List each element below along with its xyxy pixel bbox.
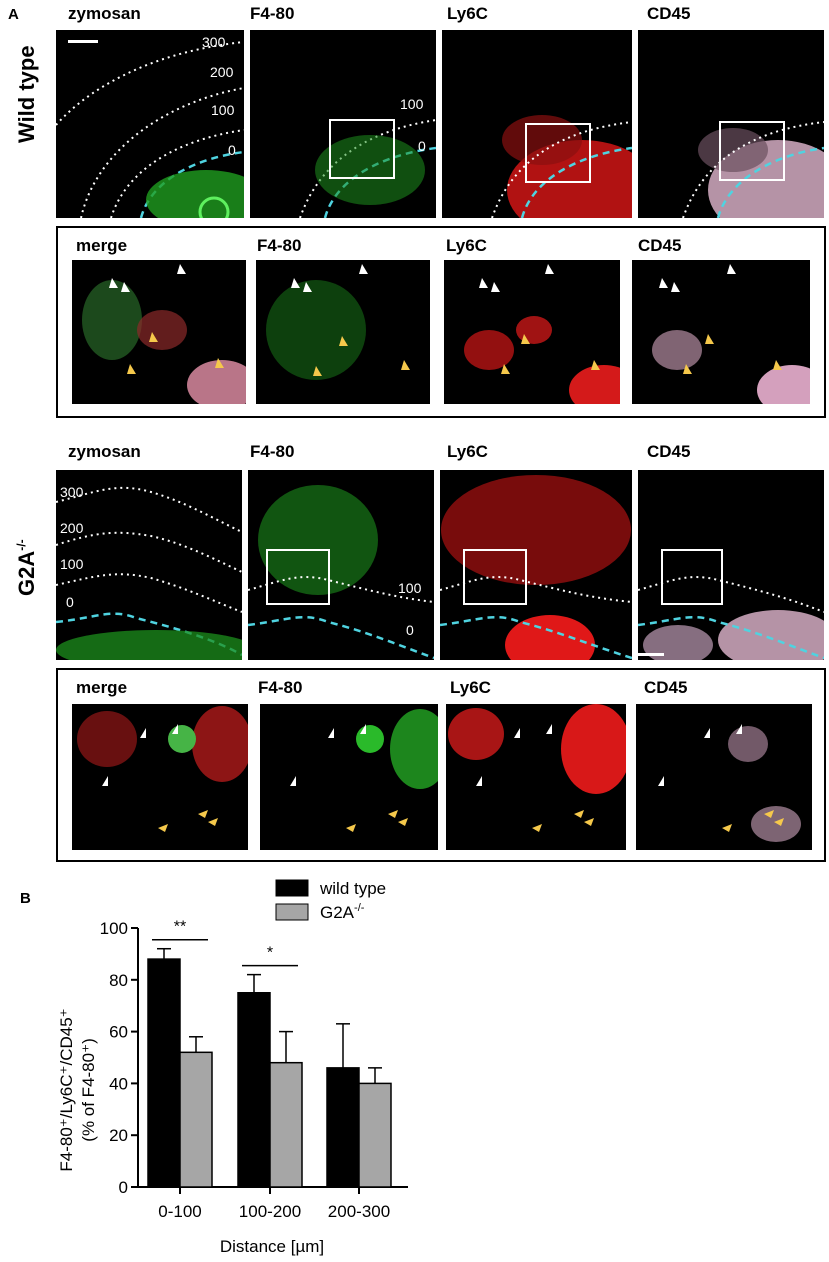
label-ly6c: Ly6C bbox=[447, 4, 488, 23]
legend-label-g2a: G2A-/- bbox=[320, 902, 365, 922]
label-zymosan: zymosan bbox=[68, 442, 141, 461]
zoom-box-g2a: merge F4-80 Ly6C CD45 bbox=[56, 668, 826, 862]
contour-label-0: 0 bbox=[66, 594, 74, 610]
image-cd45-wt bbox=[638, 30, 824, 218]
image-zymosan-wt: 300 200 100 0 bbox=[56, 30, 244, 218]
contour-label-0: 0 bbox=[406, 622, 414, 638]
image-ly6c-wt bbox=[442, 30, 632, 218]
label-zymosan: zymosan bbox=[68, 4, 141, 23]
bar bbox=[179, 1051, 213, 1188]
bar bbox=[269, 1061, 303, 1188]
label-cd45-zoom: CD45 bbox=[644, 678, 688, 697]
bar-chart: F4-80⁺/Ly6C⁺/CD45⁺ (% of F4-80⁺) 0 20 40 60… bbox=[57, 879, 408, 1256]
label-ly6c: Ly6C bbox=[447, 442, 488, 461]
label-ly6c-zoom: Ly6C bbox=[450, 678, 491, 697]
significance-marker: * bbox=[267, 945, 273, 962]
zoom-ly6c-g2a bbox=[446, 704, 626, 850]
label-cd45: CD45 bbox=[647, 442, 691, 461]
x-tick-label: 200-300 bbox=[328, 1202, 390, 1221]
contour-label-100: 100 bbox=[398, 580, 422, 596]
image-cd45-g2a bbox=[638, 470, 824, 660]
y-axis-label-line2: (% of F4-80⁺) bbox=[79, 1038, 98, 1141]
x-tick-label: 100-200 bbox=[239, 1202, 301, 1221]
zoom-cd45-g2a bbox=[636, 704, 812, 850]
legend-swatch-wildtype bbox=[275, 879, 309, 897]
row-label-g2a: G2A-/- bbox=[14, 539, 39, 596]
label-merge: merge bbox=[76, 236, 128, 255]
label-cd45-zoom: CD45 bbox=[638, 236, 682, 255]
label-merge: merge bbox=[76, 678, 128, 697]
contour-label-100: 100 bbox=[60, 556, 84, 572]
contour-label-0: 0 bbox=[228, 142, 236, 158]
zoom-merge-g2a bbox=[72, 704, 248, 850]
y-tick-label: 20 bbox=[109, 1126, 128, 1145]
y-axis-label-line1: F4-80⁺/Ly6C⁺/CD45⁺ bbox=[57, 1008, 76, 1171]
zoom-f480-g2a bbox=[260, 704, 438, 850]
contour-label-0: 0 bbox=[418, 138, 426, 154]
bar bbox=[326, 1067, 360, 1188]
image-zymosan-g2a: 300 200 100 0 bbox=[56, 470, 242, 660]
panel-a-letter: A bbox=[8, 6, 19, 23]
image-f480-wt: 100 0 bbox=[250, 30, 436, 218]
bar bbox=[358, 1082, 392, 1188]
label-cd45: CD45 bbox=[647, 4, 691, 23]
legend: wild type G2A-/- bbox=[275, 879, 386, 922]
row-label-wild-type: Wild type bbox=[14, 45, 39, 143]
contour-label-300: 300 bbox=[202, 34, 226, 50]
y-tick-label: 0 bbox=[119, 1178, 128, 1197]
x-axis-label: Distance [µm] bbox=[220, 1237, 324, 1256]
y-tick-label: 40 bbox=[109, 1074, 128, 1093]
panel-b-letter: B bbox=[20, 890, 31, 907]
label-f480-zoom: F4-80 bbox=[258, 678, 303, 697]
zoom-merge-wt bbox=[72, 260, 246, 404]
bar bbox=[237, 992, 271, 1188]
zoom-f480-wt bbox=[256, 260, 430, 404]
bar bbox=[147, 958, 181, 1188]
zoom-ly6c-wt bbox=[444, 260, 620, 404]
y-tick-label: 80 bbox=[109, 971, 128, 990]
contour-label-100: 100 bbox=[400, 96, 424, 112]
y-tick-label: 60 bbox=[109, 1023, 128, 1042]
x-tick-label: 0-100 bbox=[158, 1202, 201, 1221]
contour-label-200: 200 bbox=[210, 64, 234, 80]
label-f480-zoom: F4-80 bbox=[257, 236, 302, 255]
contour-label-300: 300 bbox=[60, 484, 84, 500]
zoom-box-wt: merge F4-80 Ly6C CD45 bbox=[56, 226, 826, 418]
contour-label-100: 100 bbox=[211, 102, 235, 118]
label-ly6c-zoom: Ly6C bbox=[446, 236, 487, 255]
legend-swatch-g2a bbox=[275, 903, 309, 921]
label-f480: F4-80 bbox=[250, 442, 295, 461]
scale-bar bbox=[68, 40, 98, 43]
legend-label-wildtype: wild type bbox=[319, 879, 386, 898]
significance-marker: ** bbox=[174, 919, 186, 936]
image-f480-g2a: 100 0 bbox=[248, 470, 434, 660]
image-ly6c-g2a bbox=[440, 470, 632, 660]
zoom-cd45-wt bbox=[632, 260, 810, 404]
y-tick-label: 100 bbox=[100, 919, 128, 938]
label-f480: F4-80 bbox=[250, 4, 295, 23]
contour-label-200: 200 bbox=[60, 520, 84, 536]
